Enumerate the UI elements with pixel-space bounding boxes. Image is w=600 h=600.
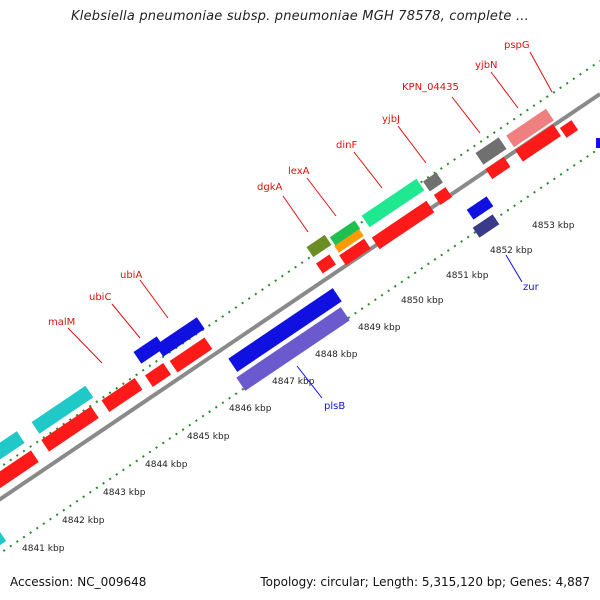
gene-blue-plsB-1[interactable]	[228, 288, 342, 372]
gene-label-ubiA[interactable]: ubiA	[120, 270, 142, 281]
gene-blue-ubiC[interactable]	[133, 336, 165, 364]
gene-label-KPN_04435[interactable]: KPN_04435	[402, 82, 459, 93]
cds-red-4[interactable]	[144, 363, 172, 387]
gene-label-malM[interactable]: malM	[48, 317, 75, 328]
gene-cyan-2[interactable]	[31, 385, 94, 434]
forward-ticks	[0, 60, 600, 469]
cds-red-7[interactable]	[339, 238, 371, 266]
gene-features	[0, 108, 600, 549]
gene-label-lexA[interactable]: lexA	[288, 166, 310, 177]
gene-label-plsB[interactable]: plsB	[324, 401, 345, 412]
cds-red-5[interactable]	[169, 337, 213, 373]
gene-label-dinF[interactable]: dinF	[336, 140, 357, 151]
gene-gray-KPN[interactable]	[475, 137, 507, 165]
cds-red-10[interactable]	[485, 156, 511, 180]
kbp-label: 4842 kbp	[62, 516, 105, 526]
kbp-label: 4844 kbp	[145, 460, 188, 470]
kbp-label: 4853 kbp	[532, 221, 575, 231]
kbp-label: 4846 kbp	[229, 404, 272, 414]
gene-label-yjbN[interactable]: yjbN	[475, 60, 498, 71]
reverse-ticks	[0, 147, 600, 555]
cds-red-2[interactable]	[41, 406, 99, 452]
gene-green-lexA[interactable]	[329, 220, 361, 246]
kbp-label: 4851 kbp	[446, 271, 489, 281]
gene-orange-lexA[interactable]	[334, 229, 364, 253]
kbp-label: 4845 kbp	[187, 432, 230, 442]
kbp-label: 4848 kbp	[315, 350, 358, 360]
kbp-label: 4843 kbp	[103, 488, 146, 498]
gene-olive-dgkA[interactable]	[306, 234, 332, 258]
kbp-labels: 4841 kbp 4842 kbp 4843 kbp 4844 kbp 4845…	[22, 221, 575, 554]
gene-labels: malM ubiC ubiA dgkA lexA dinF yjbJ KPN_0…	[48, 40, 540, 412]
gene-blue-right[interactable]	[596, 138, 600, 148]
gene-label-ubiC[interactable]: ubiC	[89, 292, 111, 303]
cds-red-1[interactable]	[0, 450, 39, 496]
gene-label-yjbJ[interactable]: yjbJ	[382, 114, 400, 125]
map-title: Klebsiella pneumoniae subsp. pneumoniae …	[71, 9, 529, 24]
gene-pink-yjbN[interactable]	[506, 108, 554, 148]
gene-blue-zur[interactable]	[466, 196, 494, 220]
kbp-label: 4850 kbp	[401, 296, 444, 306]
kbp-label: 4841 kbp	[22, 544, 65, 554]
gene-label-pspG[interactable]: pspG	[504, 40, 530, 51]
gene-leader-lines	[67, 51, 553, 399]
kbp-label: 4847 kbp	[272, 377, 315, 387]
gene-label-dgkA[interactable]: dgkA	[257, 182, 282, 193]
kbp-label: 4852 kbp	[490, 246, 533, 256]
gene-cyan-1[interactable]	[0, 431, 25, 468]
accession-text: Accession: NC_009648	[10, 575, 147, 589]
cds-red-6[interactable]	[316, 254, 336, 274]
gene-cyan-rev[interactable]	[0, 531, 7, 549]
gene-blue-ubiA[interactable]	[155, 317, 205, 357]
cds-red-8[interactable]	[371, 200, 435, 250]
gene-label-zur[interactable]: zur	[523, 282, 540, 293]
gene-gray-yjbJ[interactable]	[423, 172, 443, 192]
cds-red-9[interactable]	[433, 187, 453, 205]
cds-red-11[interactable]	[515, 124, 561, 162]
gene-purple-plsB[interactable]	[236, 307, 350, 391]
kbp-label: 4849 kbp	[358, 323, 401, 333]
cds-red-12[interactable]	[559, 120, 579, 138]
gene-navy-zur[interactable]	[472, 214, 500, 238]
gene-green-dinF[interactable]	[361, 178, 425, 228]
genome-stats-text: Topology: circular; Length: 5,315,120 bp…	[260, 575, 590, 589]
cds-red-3[interactable]	[101, 378, 143, 412]
